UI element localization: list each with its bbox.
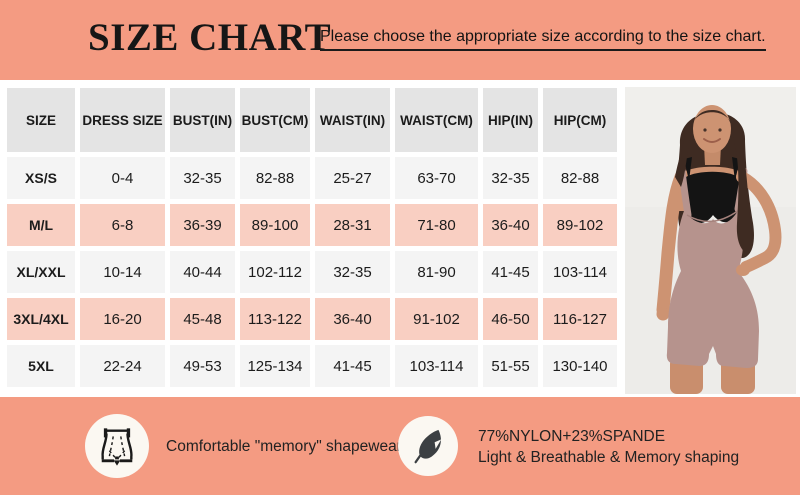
header-cell-bust-in: BUST(IN) xyxy=(170,88,235,152)
value-cell: 0-4 xyxy=(80,157,165,199)
woman-in-shapewear-illustration xyxy=(625,87,796,394)
value-cell: 82-88 xyxy=(543,157,617,199)
value-cell: 36-40 xyxy=(315,298,390,340)
table-row-5xl: 5XL 22-24 49-53 125-134 41-45 103-114 51… xyxy=(7,345,617,387)
value-cell: 82-88 xyxy=(240,157,310,199)
size-table: SIZE DRESS SIZE BUST(IN) BUST(CM) WAIST(… xyxy=(2,83,622,392)
value-cell: 32-35 xyxy=(170,157,235,199)
size-cell: XS/S xyxy=(7,157,75,199)
value-cell: 103-114 xyxy=(395,345,478,387)
header-cell-size: SIZE xyxy=(7,88,75,152)
header-cell-waist-in: WAIST(IN) xyxy=(315,88,390,152)
top-banner: SIZE CHART Please choose the appropriate… xyxy=(0,0,800,80)
table-row-3xl4xl: 3XL/4XL 16-20 45-48 113-122 36-40 91-102… xyxy=(7,298,617,340)
model-photo xyxy=(625,87,796,394)
feature-text-fabric: 77%NYLON+23%SPANDE Light & Breathable & … xyxy=(478,426,739,468)
value-cell: 36-39 xyxy=(170,204,235,246)
value-cell: 103-114 xyxy=(543,251,617,293)
value-cell: 116-127 xyxy=(543,298,617,340)
size-cell: 5XL xyxy=(7,345,75,387)
value-cell: 36-40 xyxy=(483,204,538,246)
value-cell: 49-53 xyxy=(170,345,235,387)
fabric-benefits-line: Light & Breathable & Memory shaping xyxy=(478,449,740,466)
value-cell: 28-31 xyxy=(315,204,390,246)
table-row-ml: M/L 6-8 36-39 89-100 28-31 71-80 36-40 8… xyxy=(7,204,617,246)
value-cell: 89-100 xyxy=(240,204,310,246)
header-cell-hip-cm: HIP(CM) xyxy=(543,88,617,152)
value-cell: 71-80 xyxy=(395,204,478,246)
value-cell: 91-102 xyxy=(395,298,478,340)
value-cell: 41-45 xyxy=(483,251,538,293)
table-row-xlxxl: XL/XXL 10-14 40-44 102-112 32-35 81-90 4… xyxy=(7,251,617,293)
fabric-composition-line: 77%NYLON+23%SPANDE xyxy=(478,428,666,445)
table-row-xss: XS/S 0-4 32-35 82-88 25-27 63-70 32-35 8… xyxy=(7,157,617,199)
value-cell: 41-45 xyxy=(315,345,390,387)
page-title: SIZE CHART xyxy=(88,16,332,59)
value-cell: 46-50 xyxy=(483,298,538,340)
header-cell-bust-cm: BUST(CM) xyxy=(240,88,310,152)
value-cell: 10-14 xyxy=(80,251,165,293)
subtitle-note: Please choose the appropriate size accor… xyxy=(320,28,766,51)
value-cell: 51-55 xyxy=(483,345,538,387)
value-cell: 45-48 xyxy=(170,298,235,340)
value-cell: 130-140 xyxy=(543,345,617,387)
value-cell: 89-102 xyxy=(543,204,617,246)
header-cell-waist-cm: WAIST(CM) xyxy=(395,88,478,152)
header-cell-dress-size: DRESS SIZE xyxy=(80,88,165,152)
value-cell: 6-8 xyxy=(80,204,165,246)
value-cell: 113-122 xyxy=(240,298,310,340)
value-cell: 40-44 xyxy=(170,251,235,293)
shapewear-brief-icon xyxy=(101,428,133,466)
table-header-row: SIZE DRESS SIZE BUST(IN) BUST(CM) WAIST(… xyxy=(7,88,617,152)
value-cell: 32-35 xyxy=(315,251,390,293)
feature-text-comfort: Comfortable "memory" shapewear xyxy=(166,438,402,455)
value-cell: 125-134 xyxy=(240,345,310,387)
header-cell-hip-in: HIP(IN) xyxy=(483,88,538,152)
feature-badge-comfort xyxy=(85,414,149,478)
size-cell: XL/XXL xyxy=(7,251,75,293)
value-cell: 32-35 xyxy=(483,157,538,199)
value-cell: 81-90 xyxy=(395,251,478,293)
size-cell: 3XL/4XL xyxy=(7,298,75,340)
value-cell: 16-20 xyxy=(80,298,165,340)
value-cell: 25-27 xyxy=(315,157,390,199)
feature-badge-fabric xyxy=(398,416,458,476)
value-cell: 63-70 xyxy=(395,157,478,199)
value-cell: 22-24 xyxy=(80,345,165,387)
feather-icon xyxy=(414,429,442,464)
value-cell: 102-112 xyxy=(240,251,310,293)
size-cell: M/L xyxy=(7,204,75,246)
